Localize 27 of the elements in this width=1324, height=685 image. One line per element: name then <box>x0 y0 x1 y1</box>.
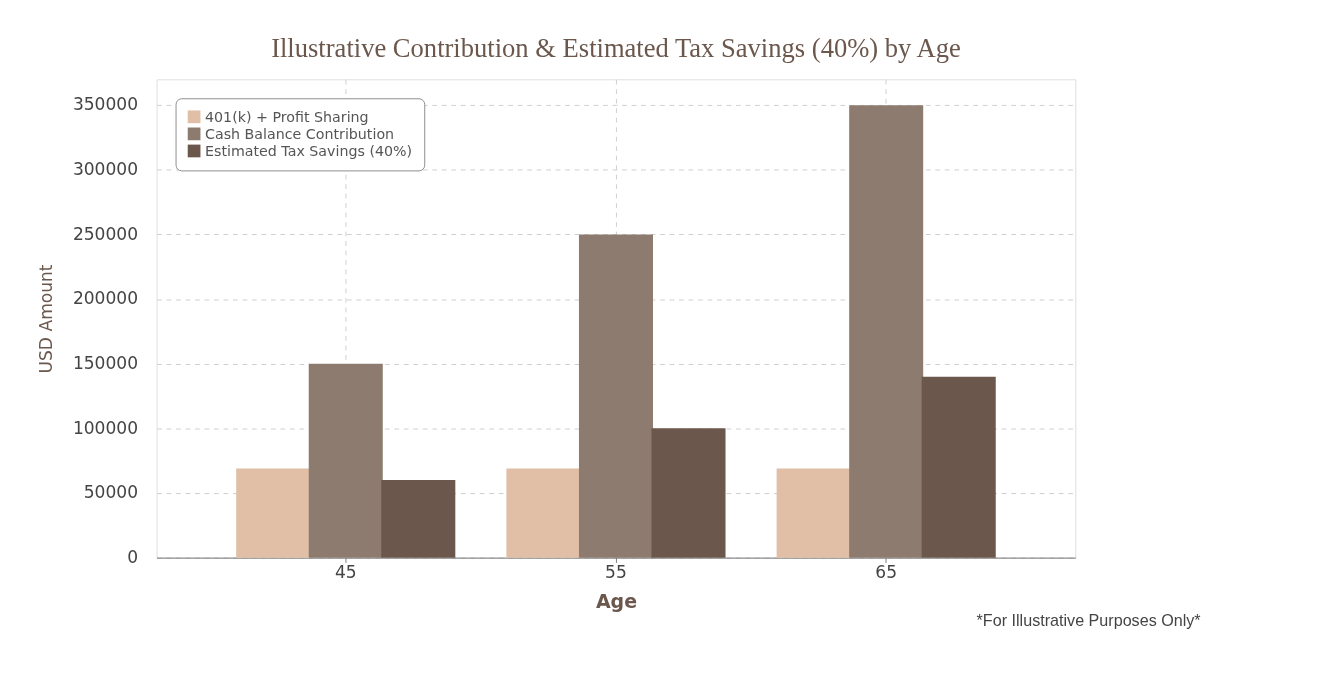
bar <box>921 376 996 558</box>
text: *For Illustrative Purposes Only* <box>976 610 1202 629</box>
legend-label: 401(k) + Profit Sharing <box>205 108 369 125</box>
bar <box>236 468 311 558</box>
y-tick-label: 200000 <box>72 288 139 309</box>
y-tick-label: 100000 <box>72 417 139 438</box>
legend-label: Cash Balance Contribution <box>205 125 395 142</box>
y-tick-label: 250000 <box>72 223 139 244</box>
chart-title: Illustrative Contribution & Estimated Tax Savings (40%) by Age <box>271 32 961 63</box>
bar <box>381 480 456 558</box>
x-tick-label: 45 <box>334 562 357 583</box>
y-axis-title: USD Amount <box>36 264 56 374</box>
x-axis-title: Age <box>595 590 638 613</box>
x-tick-label: 65 <box>875 562 898 583</box>
y-tick-label: 350000 <box>72 94 139 115</box>
bar <box>776 468 851 558</box>
bar <box>578 234 653 558</box>
x-tick-label: 55 <box>605 562 627 583</box>
y-tick-label: 50000 <box>83 482 139 503</box>
bar <box>849 105 924 558</box>
bar <box>651 428 726 558</box>
y-tick-label: 150000 <box>72 352 139 373</box>
y-tick-label: 0 <box>127 546 139 567</box>
bar <box>506 468 581 558</box>
legend-label: Estimated Tax Savings (40%) <box>205 142 413 159</box>
bar <box>308 363 383 558</box>
y-tick-label: 300000 <box>72 159 139 180</box>
